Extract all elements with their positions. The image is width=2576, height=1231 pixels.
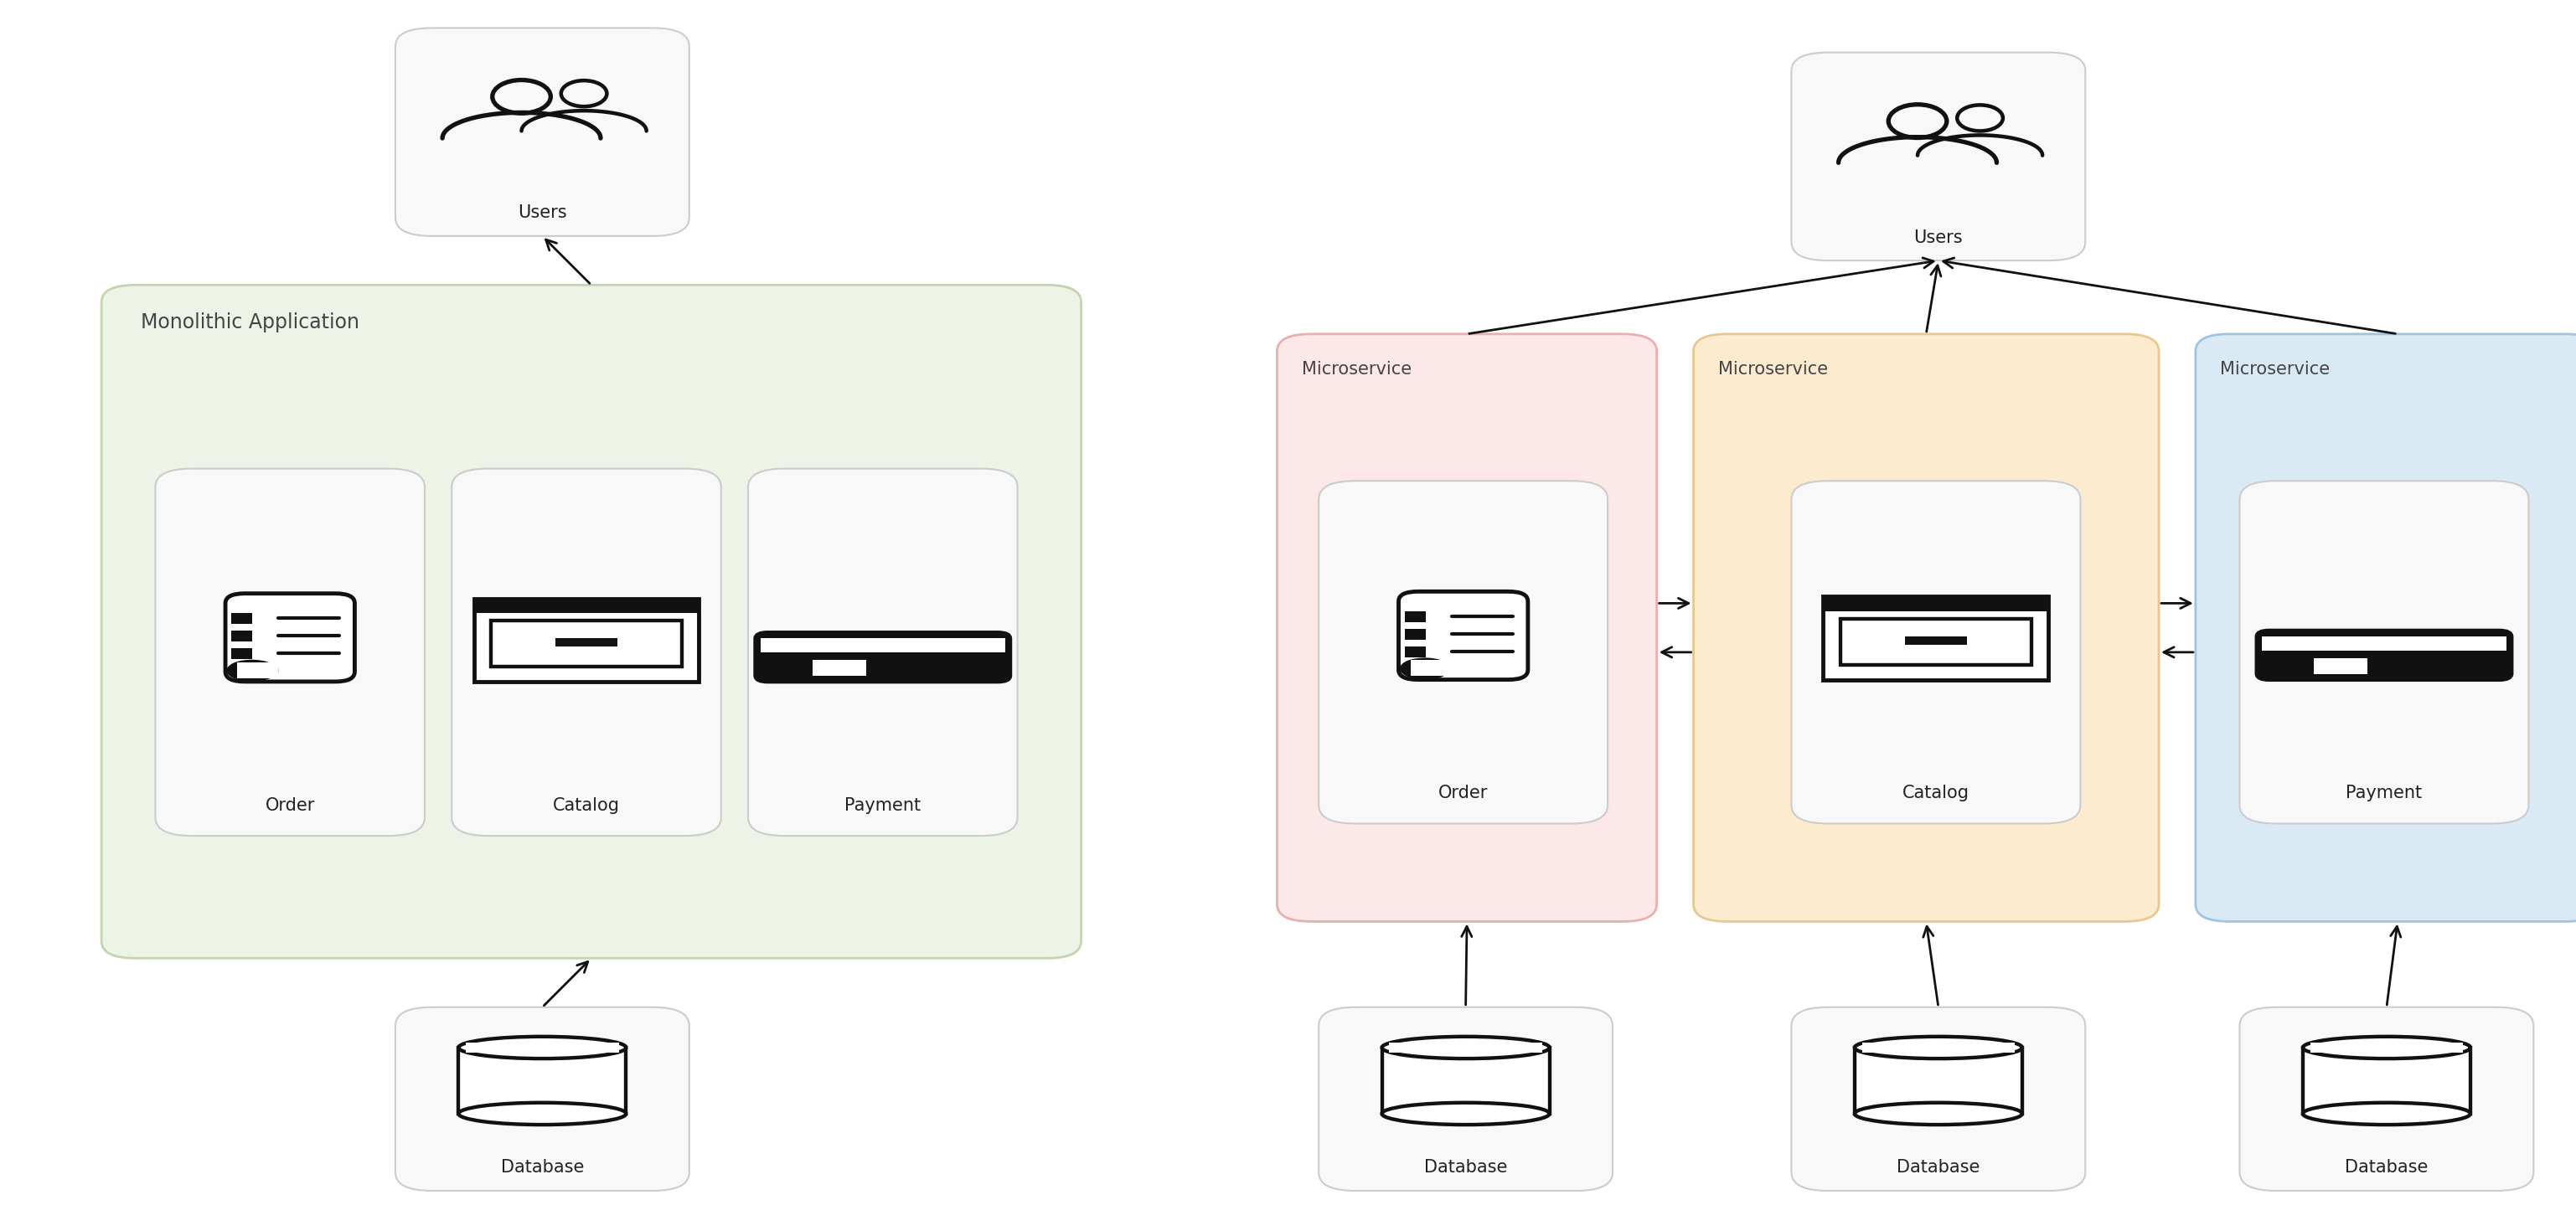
FancyBboxPatch shape [2257,630,2512,680]
Text: Catalog: Catalog [554,796,621,814]
FancyBboxPatch shape [1399,657,1450,680]
FancyBboxPatch shape [1862,1043,2014,1053]
FancyBboxPatch shape [394,28,690,236]
FancyBboxPatch shape [474,598,698,613]
Ellipse shape [459,1037,626,1059]
Text: Database: Database [1896,1160,1981,1176]
FancyBboxPatch shape [474,598,698,682]
FancyBboxPatch shape [2239,1007,2535,1190]
FancyBboxPatch shape [1824,596,2048,611]
FancyBboxPatch shape [2239,481,2530,824]
FancyBboxPatch shape [2313,659,2367,673]
FancyBboxPatch shape [1381,1048,1548,1114]
FancyBboxPatch shape [556,639,618,646]
FancyBboxPatch shape [237,662,278,678]
FancyBboxPatch shape [466,1043,618,1053]
FancyBboxPatch shape [1906,636,1968,645]
Text: Database: Database [1425,1160,1507,1176]
FancyBboxPatch shape [1790,53,2087,261]
Text: Order: Order [265,796,314,814]
Text: Database: Database [500,1160,585,1176]
FancyBboxPatch shape [1278,334,1656,922]
FancyBboxPatch shape [1855,1048,2022,1114]
FancyBboxPatch shape [1790,481,2081,824]
Text: Microservice: Microservice [1301,361,1412,378]
FancyBboxPatch shape [1319,481,1607,824]
Text: Order: Order [1437,785,1489,801]
FancyBboxPatch shape [2195,334,2576,922]
FancyBboxPatch shape [224,593,355,682]
Ellipse shape [1855,1103,2022,1125]
FancyBboxPatch shape [1404,629,1425,640]
FancyBboxPatch shape [1692,334,2159,922]
FancyBboxPatch shape [232,613,252,624]
Ellipse shape [2303,1103,2470,1125]
FancyBboxPatch shape [1839,619,2032,665]
FancyBboxPatch shape [489,620,683,667]
FancyBboxPatch shape [2262,636,2506,650]
FancyBboxPatch shape [1790,1007,2087,1190]
FancyBboxPatch shape [760,639,1005,652]
Ellipse shape [459,1103,626,1125]
FancyBboxPatch shape [1404,612,1425,622]
FancyBboxPatch shape [1388,1043,1543,1053]
FancyBboxPatch shape [232,649,252,659]
FancyBboxPatch shape [1824,596,2048,680]
FancyBboxPatch shape [2311,1043,2463,1053]
FancyBboxPatch shape [451,469,721,836]
FancyBboxPatch shape [100,286,1082,958]
Text: Microservice: Microservice [1718,361,1829,378]
Text: Database: Database [2344,1160,2429,1176]
FancyBboxPatch shape [1404,646,1425,657]
FancyBboxPatch shape [459,1048,626,1114]
Text: Microservice: Microservice [2221,361,2329,378]
Text: Users: Users [518,204,567,222]
FancyBboxPatch shape [811,660,866,676]
Ellipse shape [2303,1037,2470,1059]
FancyBboxPatch shape [232,632,252,641]
FancyBboxPatch shape [1399,592,1528,680]
Ellipse shape [1855,1037,2022,1059]
FancyBboxPatch shape [224,660,278,682]
Text: Payment: Payment [845,796,922,814]
Text: Payment: Payment [2347,785,2421,801]
FancyBboxPatch shape [394,1007,690,1190]
Ellipse shape [1381,1037,1548,1059]
FancyBboxPatch shape [1319,1007,1613,1190]
FancyBboxPatch shape [747,469,1018,836]
FancyBboxPatch shape [2303,1048,2470,1114]
FancyBboxPatch shape [1409,660,1450,676]
FancyBboxPatch shape [155,469,425,836]
Text: Users: Users [1914,229,1963,246]
Text: Catalog: Catalog [1904,785,1971,801]
Ellipse shape [1381,1103,1548,1125]
FancyBboxPatch shape [755,633,1010,682]
Text: Monolithic Application: Monolithic Application [142,311,358,332]
